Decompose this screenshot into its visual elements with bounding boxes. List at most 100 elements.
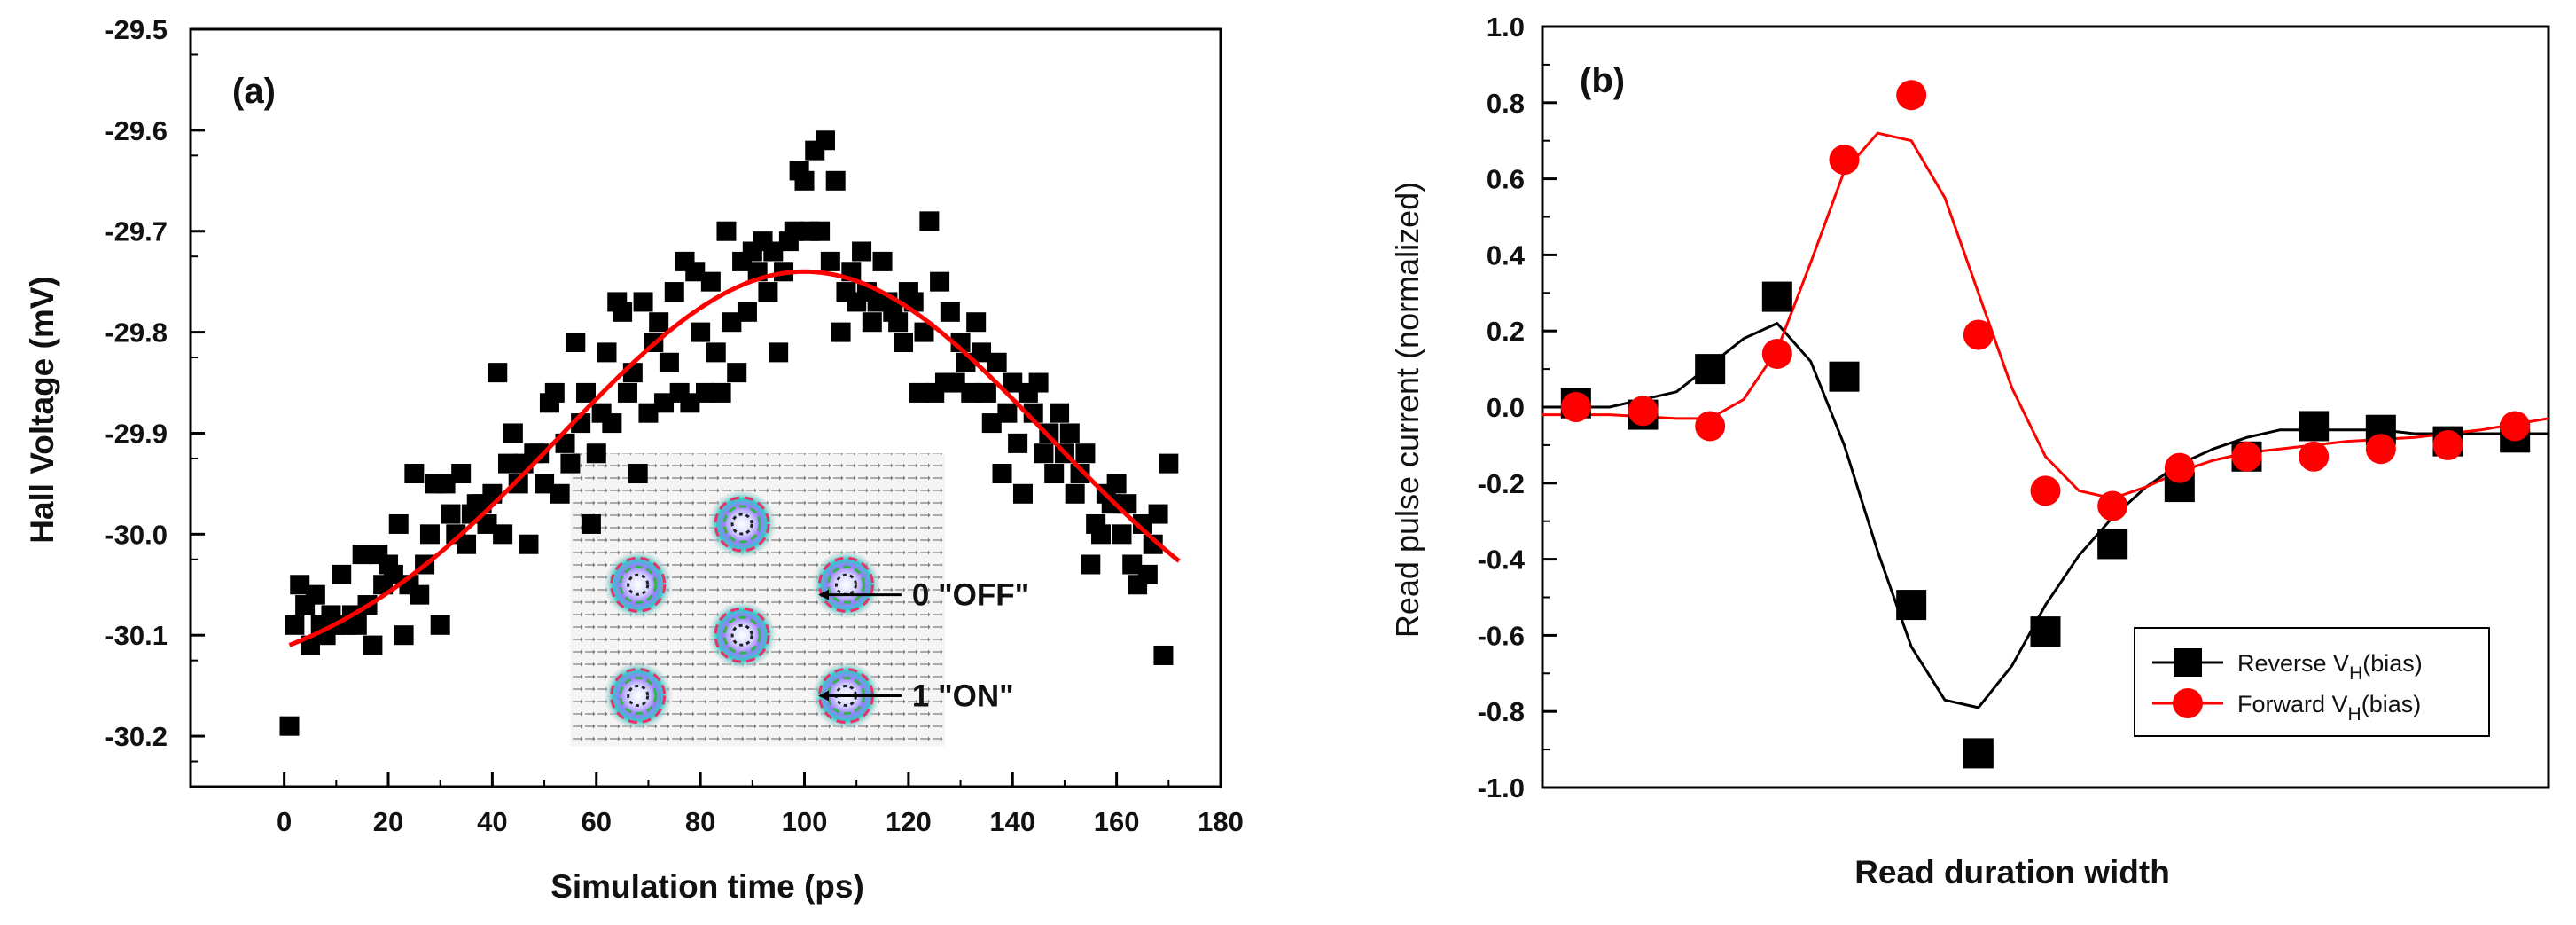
- data-point: [914, 322, 934, 342]
- data-point: [388, 513, 409, 534]
- data-point: [529, 443, 550, 464]
- data-point: [992, 464, 1012, 484]
- legend-reverse-label: Reverse VH(bias): [2237, 650, 2423, 684]
- data-point: [680, 393, 700, 413]
- panel-a-x-tick-label: 120: [886, 806, 932, 837]
- skyrmion-ring-mid: [619, 565, 658, 604]
- data-point: [852, 241, 872, 262]
- forward-bias-point: [1896, 80, 1927, 111]
- skyrmion-ring-mid: [722, 505, 761, 544]
- panel-b-label: (b): [1580, 61, 1625, 100]
- panel-a-x-tick-label: 60: [582, 806, 612, 837]
- legend-reverse-marker: [2174, 648, 2202, 677]
- data-point: [894, 332, 914, 352]
- data-point: [981, 413, 1002, 434]
- data-point: [305, 584, 325, 605]
- panel-a-y-tick-label: -30.0: [105, 519, 168, 550]
- forward-bias-point: [1761, 338, 1792, 369]
- panel-a-x-tick-label: 140: [989, 806, 1035, 837]
- data-point: [1153, 645, 1174, 665]
- data-point: [383, 564, 403, 584]
- data-point: [597, 342, 617, 363]
- skyrmion-core: [708, 601, 777, 670]
- reverse-bias-point: [1963, 738, 1994, 769]
- data-point: [862, 312, 882, 333]
- data-point: [451, 464, 472, 484]
- skyrmion-ring-inner: [730, 513, 753, 536]
- data-point: [919, 211, 940, 231]
- panel-b-x-axis-title: Read duration width: [1854, 854, 2170, 890]
- panel-a-y-tick-label: -29.6: [105, 115, 168, 146]
- data-point: [831, 322, 851, 342]
- panel-a: -29.5 -29.6 -29.7 -29.8 -29.9 -30.0 -30.1 -30.2…: [24, 14, 1244, 905]
- data-point: [404, 464, 425, 484]
- data-point: [347, 615, 367, 635]
- legend-box: [2134, 627, 2490, 737]
- data-point: [1075, 443, 1096, 464]
- data-point: [1050, 403, 1070, 423]
- panel-a-y-axis-title: Hall Voltage (mV): [24, 276, 60, 544]
- panel-a-y-tick-label: -29.8: [105, 317, 168, 349]
- data-point: [727, 363, 747, 383]
- panel-a-x-ticks: 0 20 40 60 80 100 120 140 160 180: [277, 772, 1244, 837]
- data-point: [576, 382, 597, 403]
- data-point: [613, 302, 633, 322]
- reverse-bias-point: [1695, 354, 1726, 385]
- panel-a-y-tick-label: -29.9: [105, 418, 168, 449]
- data-point: [930, 271, 950, 292]
- data-point: [888, 312, 909, 333]
- forward-bias-point: [2231, 441, 2262, 472]
- forward-bias-point: [1963, 319, 1994, 350]
- data-point: [711, 382, 731, 403]
- panel-a-y-ticks: -29.5 -29.6 -29.7 -29.8 -29.9 -30.0 -30.1 -30.2: [105, 14, 205, 763]
- annotation-on-label: 1 "ON": [912, 679, 1014, 714]
- skyrmion-ring-outer: [714, 496, 770, 553]
- panel-b-y-tick-label: 0.2: [1487, 316, 1525, 347]
- panel-a-frame: [189, 27, 1222, 788]
- data-point: [435, 474, 456, 494]
- skyrmion-ring-outer: [610, 556, 667, 613]
- data-point: [503, 423, 523, 443]
- data-point: [581, 513, 601, 534]
- skyrmion-lattice-inset: [570, 453, 945, 747]
- data-point: [544, 382, 565, 403]
- data-point: [628, 464, 648, 484]
- data-point: [519, 534, 539, 554]
- data-point: [961, 382, 981, 403]
- data-point: [1081, 554, 1101, 575]
- panel-a-x-tick-label: 80: [685, 806, 715, 837]
- data-point: [477, 513, 497, 534]
- panel-b-y-tick-label: 0.4: [1487, 239, 1526, 270]
- panel-a-annotations: 0 "OFF" 1 "ON": [818, 578, 1029, 714]
- panel-a-x-axis-title: Simulation time (ps): [550, 868, 864, 905]
- reverse-bias-point: [2097, 529, 2128, 560]
- skyrmion-ring-mid: [722, 615, 761, 655]
- data-point: [290, 575, 310, 595]
- panel-b-y-ticks: 1.0 0.8 0.6 0.4 0.2 0.0 -0.2 -0.4 -0.6 -0.8 -1.0: [1478, 12, 1557, 803]
- skyrmion-core: [604, 551, 672, 619]
- data-point: [1132, 513, 1152, 534]
- data-point: [945, 372, 965, 393]
- data-point: [430, 615, 450, 635]
- panel-b-y-axis-title: Read pulse current (normalized): [1389, 182, 1425, 638]
- panel-a-x-tick-label: 160: [1094, 806, 1140, 837]
- data-point: [972, 342, 992, 363]
- skyrmion-ring-inner: [730, 623, 753, 647]
- data-point: [617, 382, 637, 403]
- data-point: [560, 453, 581, 474]
- data-point: [508, 474, 528, 494]
- skyrmion-ring-outer: [714, 607, 770, 663]
- panel-a-x-tick-label: 100: [782, 806, 828, 837]
- panel-b-legend: Reverse VH(bias) Forward VH(bias): [2134, 627, 2490, 737]
- panel-b-y-tick-label: 0.6: [1487, 164, 1525, 195]
- data-point: [758, 282, 778, 302]
- data-point: [976, 382, 996, 403]
- data-point: [696, 382, 715, 403]
- reverse-bias-point: [1761, 281, 1792, 312]
- data-point: [1003, 372, 1023, 393]
- data-point: [700, 271, 721, 292]
- data-point: [1112, 524, 1132, 545]
- panel-b-y-tick-label: 0.8: [1487, 88, 1525, 119]
- reverse-bias-point: [1896, 590, 1927, 621]
- reverse-bias-point: [2299, 411, 2330, 442]
